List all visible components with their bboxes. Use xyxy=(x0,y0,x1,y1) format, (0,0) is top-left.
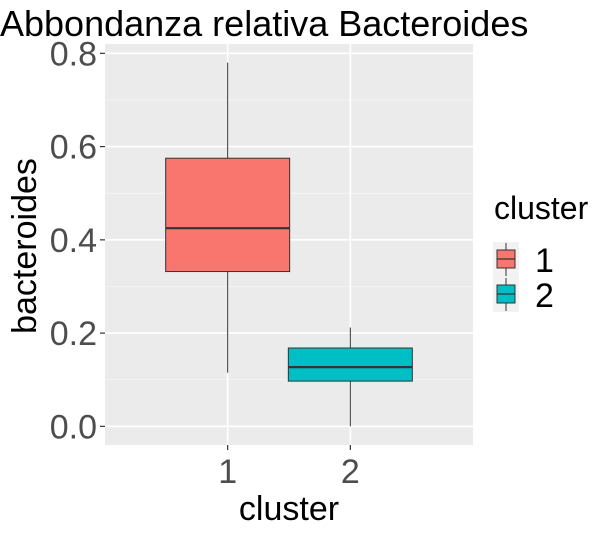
y-tick-label: 0.4 xyxy=(50,222,97,260)
legend-title: cluster xyxy=(494,190,589,226)
y-axis-title: bacteroides xyxy=(6,158,44,334)
iqr-box xyxy=(165,157,291,273)
legend: cluster 12 xyxy=(493,190,589,315)
legend-key xyxy=(493,242,519,277)
x-tick-label: 1 xyxy=(218,453,237,491)
x-axis-title: cluster xyxy=(239,490,339,528)
y-tick-label: 0.0 xyxy=(50,408,97,446)
y-tick-label: 0.8 xyxy=(50,35,97,73)
y-tick-label: 0.2 xyxy=(50,315,97,353)
y-axis-ticks: 0.0 0.2 0.4 0.6 0.8 xyxy=(50,35,105,446)
iqr-box xyxy=(287,347,413,382)
box-cluster-2 xyxy=(287,327,413,427)
chart-title: Abbondanza relativa Bacteroides xyxy=(0,3,528,44)
boxplot-series xyxy=(165,62,413,427)
legend-label: 1 xyxy=(535,242,554,280)
box-cluster-1 xyxy=(165,62,291,373)
legend-key xyxy=(493,277,519,312)
x-tick-label: 2 xyxy=(341,453,360,491)
y-tick-label: 0.6 xyxy=(50,129,97,167)
legend-label: 2 xyxy=(535,277,554,315)
